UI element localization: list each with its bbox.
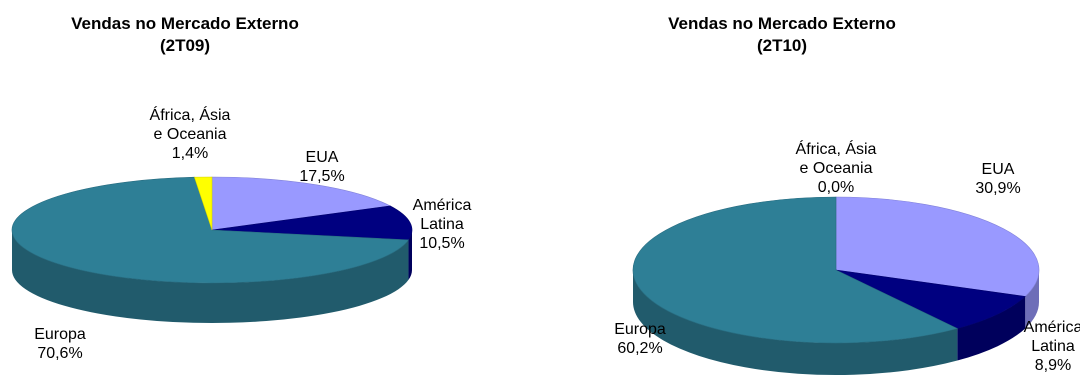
pie-side-europa <box>633 270 958 375</box>
pie-label-name: e Oceania <box>799 160 873 177</box>
pie-label-eua: EUA 30,9% <box>975 160 1020 198</box>
pie-label-name: África, Ásia <box>149 107 231 124</box>
chart-title-line2: (2T10) <box>756 36 808 55</box>
pie-label-value: 70,6% <box>37 345 83 362</box>
chart-title-line2: (2T09) <box>159 36 211 55</box>
pie-label-name: EUA <box>981 161 1015 178</box>
pie-slice-eua <box>211 176 392 231</box>
chart-title-2t09: Vendas no Mercado Externo (2T09) <box>35 13 335 57</box>
pie-slice-america-latina <box>835 269 1026 329</box>
pie-label-america-latina: América Latina 8,9% <box>1024 318 1080 375</box>
pie-label-name: Latina <box>420 216 464 233</box>
pie-label-name: América <box>1023 319 1080 336</box>
pie-slice-europa <box>11 176 410 284</box>
pie-label-value: 0,0% <box>817 179 855 196</box>
pie-slice-africa-asia-e-oceania <box>194 176 213 231</box>
pie-label-africa-asia-e-oceania: África, Ásia e Oceania 0,0% <box>796 140 877 197</box>
pie-slice-eua <box>835 196 1040 297</box>
pie-label-europa: Europa 70,6% <box>34 325 86 363</box>
pie-label-value: 17,5% <box>299 168 345 185</box>
pie-label-eua: EUA 17,5% <box>299 148 344 186</box>
pie-side-europa <box>12 230 409 324</box>
pie-label-europa: Europa 60,2% <box>614 320 666 358</box>
pie-label-name: e Oceania <box>153 126 227 143</box>
pie-label-name: Europa <box>614 321 666 338</box>
pie-slice-europa <box>632 196 959 344</box>
pie-label-africa-asia-e-oceania: África, Ásia e Oceania 1,4% <box>150 106 231 163</box>
pie-label-america-latina: América Latina 10,5% <box>413 196 472 253</box>
pie-chart-1 <box>632 196 1040 375</box>
pie-label-name: EUA <box>305 149 339 166</box>
pie-chart-0 <box>11 176 413 324</box>
pie-label-name: Europa <box>34 326 86 343</box>
pie-side-america-latina <box>957 296 1026 361</box>
pie-side-eua <box>1025 270 1039 329</box>
pie-label-value: 60,2% <box>617 340 663 357</box>
chart-title-2t10: Vendas no Mercado Externo (2T10) <box>632 13 932 57</box>
pie-label-value: 10,5% <box>419 235 465 252</box>
pie-label-value: 30,9% <box>975 180 1021 197</box>
pie-slice-america-latina <box>211 205 413 241</box>
chart-title-line1: Vendas no Mercado Externo <box>668 14 896 33</box>
pie-label-value: 8,9% <box>1034 357 1072 374</box>
pie-label-name: África, Ásia <box>795 141 877 158</box>
pie-label-value: 1,4% <box>171 145 209 162</box>
pie-label-name: América <box>412 197 472 214</box>
chart-title-line1: Vendas no Mercado Externo <box>71 14 299 33</box>
pie-label-name: Latina <box>1031 338 1075 355</box>
pie-side-america-latina <box>408 230 412 280</box>
